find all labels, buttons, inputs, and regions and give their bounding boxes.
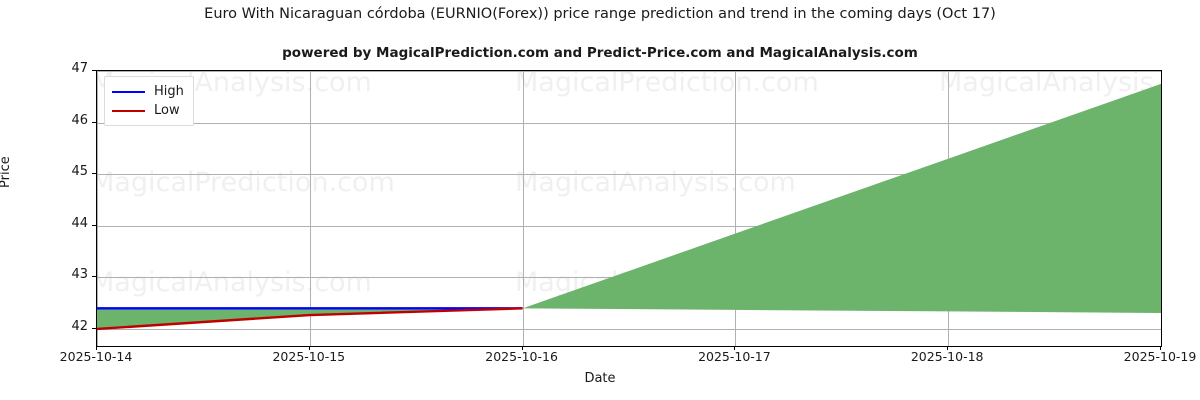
gridline-vertical [310,71,311,346]
x-tick-mark [308,346,310,350]
x-tick-mark [521,346,523,350]
y-axis-label: Price [0,156,13,188]
x-tick-label: 2025-10-14 [59,349,133,364]
y-tick-label: 47 [71,61,88,76]
legend-item[interactable]: Low [112,101,184,120]
y-tick-label: 45 [71,164,88,180]
y-tick-mark [92,70,96,71]
gridline-vertical [97,71,98,346]
series-layer [97,83,1161,331]
x-tick-label: 2025-10-16 [485,349,558,364]
gridline-horizontal [97,226,1161,227]
x-tick-mark [1160,346,1161,350]
series-line-low [97,307,523,331]
legend-item-label: High [154,84,184,99]
y-tick-mark [92,173,96,175]
x-tick-label: 2025-10-15 [272,349,346,364]
x-tick-label: 2025-10-19 [1123,349,1197,364]
y-tick-mark [92,224,96,226]
y-tick-label: 46 [71,112,88,128]
y-tick-label: 43 [71,267,88,283]
x-tick-mark [96,346,97,350]
chart-legend: High Low [104,76,194,126]
y-tick-mark [92,276,96,278]
legend-item[interactable]: High [112,82,184,101]
gridline-horizontal [97,329,1161,330]
chart-subtitle: powered by MagicalPrediction.com and Pre… [282,45,918,61]
legend-line-swatch [112,90,145,93]
y-tick-mark [92,121,96,123]
plot-area: MagicalAnalysis.com MagicalPrediction.com… [96,70,1162,347]
legend-line-swatch [112,109,145,112]
x-tick-label: 2025-10-18 [910,349,984,364]
gridline-vertical [735,71,736,346]
y-tick-mark [92,327,96,329]
gridline-horizontal [97,71,1161,72]
gridline-horizontal [97,174,1161,175]
gridline-vertical [523,71,524,346]
high-low-range-band [97,83,1161,329]
page-title: Euro With Nicaraguan córdoba (EURNIO(For… [204,6,996,22]
x-tick-mark [734,346,736,350]
gridline-horizontal [97,123,1161,124]
x-axis-label: Date [584,371,616,386]
y-tick-label: 44 [71,215,88,231]
legend-item-label: Low [154,103,180,118]
y-tick-label: 42 [71,318,88,334]
x-tick-mark [947,346,949,350]
x-tick-label: 2025-10-17 [698,349,771,364]
